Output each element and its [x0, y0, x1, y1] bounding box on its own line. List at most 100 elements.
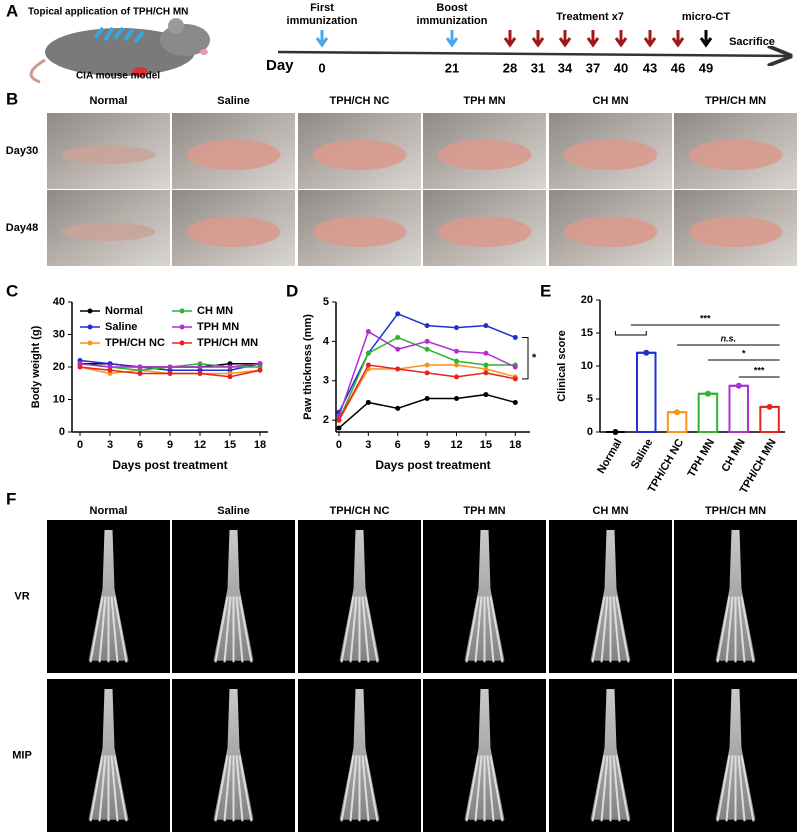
- bar-dot: [643, 349, 650, 356]
- point: [424, 323, 430, 329]
- legend-label: TPH/CH MN: [197, 337, 258, 349]
- column-header: Normal: [90, 95, 128, 107]
- column-header: Saline: [217, 95, 249, 107]
- y-tick-label: 40: [53, 296, 65, 308]
- row-label: Day30: [6, 145, 38, 157]
- significance-label: ***: [754, 365, 765, 375]
- digit: [340, 755, 355, 822]
- y-tick-label: 0: [587, 426, 593, 438]
- x-tick-label: 12: [450, 439, 462, 451]
- point: [137, 371, 143, 376]
- x-tick-label: 9: [167, 439, 173, 451]
- paw: [437, 216, 532, 247]
- digit: [737, 755, 746, 822]
- point: [424, 396, 430, 402]
- bar: [636, 351, 657, 433]
- digit: [110, 596, 119, 663]
- bone: [590, 689, 631, 820]
- point: [454, 374, 460, 380]
- y-tick-label: 15: [581, 327, 593, 339]
- digit: [716, 596, 731, 663]
- day-number: 43: [643, 60, 657, 75]
- day-number: 40: [614, 60, 628, 75]
- paw: [186, 216, 281, 247]
- digit: [113, 755, 128, 822]
- point: [227, 374, 233, 380]
- x-tick-label: 12: [194, 439, 206, 451]
- legend-label: Saline: [105, 321, 137, 333]
- point: [395, 405, 401, 411]
- column-header: CH MN: [592, 505, 628, 517]
- day-number: 46: [671, 60, 685, 75]
- timepoint-arrow: [586, 30, 600, 48]
- timepoint-arrow: [503, 30, 517, 48]
- digit: [110, 755, 119, 822]
- point: [454, 362, 460, 368]
- digit: [591, 755, 606, 822]
- digit: [113, 596, 128, 663]
- digit: [486, 596, 495, 663]
- event-label: immunization: [417, 15, 488, 27]
- panel-label: E: [540, 281, 551, 300]
- point: [395, 346, 401, 352]
- digit: [612, 755, 621, 822]
- day-number: 0: [318, 60, 325, 75]
- digit: [612, 596, 621, 663]
- point: [197, 371, 203, 376]
- y-tick-label: 2: [323, 414, 329, 426]
- point: [454, 396, 460, 402]
- y-axis-label: Paw thickness (mm): [302, 314, 314, 420]
- day-number: 21: [445, 60, 459, 75]
- x-tick-label: 3: [365, 439, 371, 451]
- paw: [312, 139, 407, 170]
- point: [365, 362, 371, 368]
- panel-label: F: [6, 489, 16, 508]
- bone: [715, 689, 756, 820]
- y-tick-label: 20: [53, 361, 65, 373]
- legend-marker: [179, 324, 185, 330]
- paw: [61, 145, 156, 164]
- y-tick-label: 4: [323, 335, 330, 347]
- day-number: 49: [699, 60, 713, 75]
- digit: [725, 596, 734, 663]
- point: [483, 392, 489, 398]
- digit: [361, 596, 370, 663]
- bone: [213, 530, 254, 661]
- event-label: First: [310, 2, 334, 14]
- bone: [88, 689, 129, 820]
- x-tick-label: 3: [107, 439, 113, 451]
- point: [483, 350, 489, 356]
- point: [483, 366, 489, 372]
- significance-label: n.s.: [721, 333, 737, 343]
- point: [365, 329, 371, 335]
- event-label: Treatment x7: [556, 11, 624, 23]
- point: [512, 364, 518, 370]
- column-header: TPH/CH NC: [330, 505, 390, 517]
- y-tick-label: 10: [53, 393, 65, 405]
- timepoint-arrow: [315, 30, 329, 48]
- legend-label: TPH/CH NC: [105, 337, 165, 349]
- timepoint-arrow: [643, 30, 657, 48]
- legend-marker: [179, 308, 185, 314]
- row-label: MIP: [12, 749, 32, 761]
- significance-bracket: [522, 336, 529, 380]
- bar-dot: [735, 382, 742, 389]
- day-number: 34: [558, 60, 573, 75]
- point: [336, 425, 342, 431]
- paw: [437, 139, 532, 170]
- day-number: 28: [503, 60, 517, 75]
- row-label: VR: [14, 590, 29, 602]
- point: [424, 346, 430, 352]
- point: [483, 362, 489, 368]
- bar-dot: [612, 429, 619, 435]
- significance-label: *: [742, 348, 746, 358]
- legend-marker: [179, 340, 185, 346]
- digit: [364, 596, 379, 663]
- point: [454, 358, 460, 364]
- x-tick-label: 6: [395, 439, 401, 451]
- point: [257, 361, 263, 367]
- y-tick-label: 20: [581, 294, 593, 306]
- x-tick-label: 6: [137, 439, 143, 451]
- point: [424, 370, 430, 376]
- bar-dot: [674, 409, 681, 416]
